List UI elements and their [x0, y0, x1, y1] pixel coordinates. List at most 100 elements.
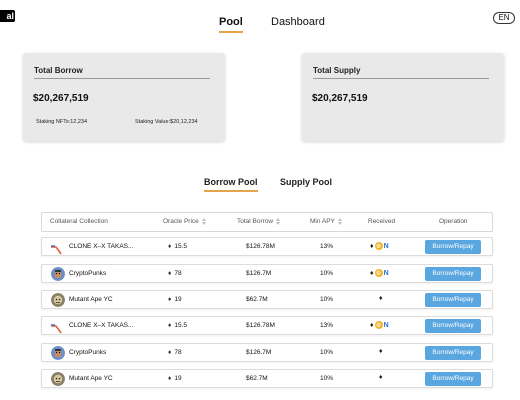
coin-icon: ◎ — [374, 321, 383, 329]
tab-borrow-pool[interactable]: Borrow Pool — [204, 177, 258, 192]
min-apy-value: 10% — [320, 349, 334, 356]
total-supply-card: Total Supply $20,267,519 — [302, 53, 504, 141]
borrow-repay-button[interactable]: Borrow/Repay — [425, 267, 481, 281]
header-oracle-label: Oracle Price — [163, 218, 199, 226]
eth-icon: ♦ — [379, 374, 383, 381]
coin-icon: ◎ — [374, 269, 383, 277]
nav-dashboard-link[interactable]: Dashboard — [271, 16, 325, 28]
header-apy-label: Min APY — [310, 218, 335, 226]
eth-icon: ♦ — [370, 321, 374, 329]
total-borrow-value: $126.7M — [246, 349, 272, 356]
header-borrow-label: Total Borrow — [237, 218, 274, 226]
nav-pool-link[interactable]: Pool — [219, 16, 243, 33]
eth-icon: ♦ — [168, 349, 172, 356]
card-divider — [313, 78, 489, 79]
header-received: Received — [368, 218, 395, 225]
eth-icon: ♦ — [168, 322, 172, 329]
sort-icon[interactable] — [276, 218, 281, 225]
coin-icon: ◎ — [374, 242, 383, 250]
eth-icon: ♦ — [379, 295, 383, 302]
oracle-price-value: 19 — [174, 375, 182, 382]
borrow-repay-button[interactable]: Borrow/Repay — [425, 293, 481, 307]
sort-icon[interactable] — [337, 218, 343, 225]
oracle-price: ♦ 15.5 — [168, 322, 187, 329]
min-apy-value: 10% — [320, 375, 334, 382]
header-operation-label: Operation — [439, 218, 468, 225]
oracle-price: ♦ 15.5 — [168, 243, 187, 250]
total-supply-title: Total Supply — [313, 66, 361, 75]
mutant-ape-avatar-icon — [51, 293, 65, 307]
language-button[interactable]: EN — [493, 12, 515, 24]
total-borrow-value: $126.78M — [246, 322, 275, 329]
table-row: Mutant Ape YC ♦ 19 $62.7M 10% ♦ Borrow/Repay — [41, 369, 493, 388]
mutant-ape-avatar-icon — [51, 372, 65, 386]
header-total-borrow[interactable]: Total Borrow — [237, 218, 281, 225]
nn-icon: N — [383, 269, 389, 277]
collection-name[interactable]: CLONE X–X TAKAS... — [69, 322, 134, 329]
header-min-apy[interactable]: Min APY — [310, 218, 343, 225]
total-borrow-value: $126.78M — [246, 243, 275, 250]
total-borrow-value: $62.7M — [246, 375, 268, 382]
total-borrow-value: $20,267,519 — [33, 93, 89, 104]
cryptopunks-avatar-icon — [51, 267, 65, 281]
staking-value-stat: Staking Value:$20,12,234 — [135, 119, 198, 125]
total-borrow-card: Total Borrow $20,267,519 Staking NFTs:12… — [23, 53, 225, 141]
header-collection: Collateral Collection — [50, 218, 108, 225]
header-operation: Operation — [439, 218, 468, 225]
tab-supply-pool[interactable]: Supply Pool — [280, 177, 333, 187]
clone-x-icon — [50, 242, 62, 255]
collection-name[interactable]: CryptoPunks — [69, 349, 107, 356]
oracle-price: ♦ 19 — [168, 296, 182, 303]
borrow-repay-button[interactable]: Borrow/Repay — [425, 372, 481, 386]
min-apy-value: 13% — [320, 322, 334, 329]
oracle-price-value: 15.5 — [174, 322, 187, 329]
header-collection-label: Collateral Collection — [50, 218, 108, 225]
oracle-price: ♦ 19 — [168, 375, 182, 382]
oracle-price-value: 78 — [174, 349, 182, 356]
borrow-repay-button[interactable]: Borrow/Repay — [425, 319, 481, 333]
table-row: CryptoPunks ♦ 78 $126.7M 10% ♦ Borrow/Repay — [41, 343, 493, 362]
total-borrow-value: $62.7M — [246, 296, 268, 303]
oracle-price: ♦ 78 — [168, 270, 182, 277]
received-tokens: ♦ — [379, 348, 383, 355]
eth-icon: ♦ — [379, 348, 383, 355]
received-tokens: ♦ ◎ N — [370, 269, 389, 277]
card-divider — [34, 78, 210, 79]
total-supply-value: $20,267,519 — [312, 93, 368, 104]
min-apy-value: 10% — [320, 270, 334, 277]
nn-icon: N — [383, 321, 389, 329]
received-tokens: ♦ — [379, 374, 383, 381]
oracle-price-value: 15.5 — [174, 243, 187, 250]
eth-icon: ♦ — [168, 296, 172, 303]
borrow-repay-button[interactable]: Borrow/Repay — [425, 240, 481, 254]
table-row: CryptoPunks ♦ 78 $126.7M 10% ♦ ◎ N Borrow/Repay — [41, 264, 493, 283]
collection-name[interactable]: CryptoPunks — [69, 270, 107, 277]
clone-x-icon — [50, 321, 62, 334]
table-row: CLONE X–X TAKAS... ♦ 15.5 $126.78M 13% ♦ ◎ N Bor… — [41, 316, 493, 335]
received-tokens: ♦ — [379, 295, 383, 302]
sort-icon[interactable] — [201, 218, 207, 225]
eth-icon: ♦ — [370, 242, 374, 250]
eth-icon: ♦ — [168, 270, 172, 277]
cryptopunks-avatar-icon — [51, 346, 65, 360]
table-header: Collateral Collection Oracle Price Total… — [41, 212, 493, 232]
received-tokens: ♦ ◎ N — [370, 321, 389, 329]
collection-name[interactable]: Mutant Ape YC — [69, 375, 113, 382]
total-borrow-title: Total Borrow — [34, 66, 83, 75]
oracle-price: ♦ 78 — [168, 349, 182, 356]
table-row: CLONE X–X TAKAS... ♦ 15.5 $126.78M 13% ♦ ◎ N Bor… — [41, 237, 493, 256]
total-borrow-value: $126.7M — [246, 270, 272, 277]
pool-tabs: Borrow Pool Supply Pool — [0, 177, 520, 193]
logo-text: al — [6, 11, 14, 21]
collection-name[interactable]: CLONE X–X TAKAS... — [69, 243, 134, 250]
table-row: Mutant Ape YC ♦ 19 $62.7M 10% ♦ Borrow/Repay — [41, 290, 493, 309]
oracle-price-value: 78 — [174, 270, 182, 277]
app-logo[interactable]: al — [0, 10, 15, 22]
eth-icon: ♦ — [370, 269, 374, 277]
header-oracle-price[interactable]: Oracle Price — [163, 218, 207, 225]
borrow-repay-button[interactable]: Borrow/Repay — [425, 346, 481, 360]
eth-icon: ♦ — [168, 375, 172, 382]
nn-icon: N — [383, 242, 389, 250]
oracle-price-value: 19 — [174, 296, 182, 303]
collection-name[interactable]: Mutant Ape YC — [69, 296, 113, 303]
